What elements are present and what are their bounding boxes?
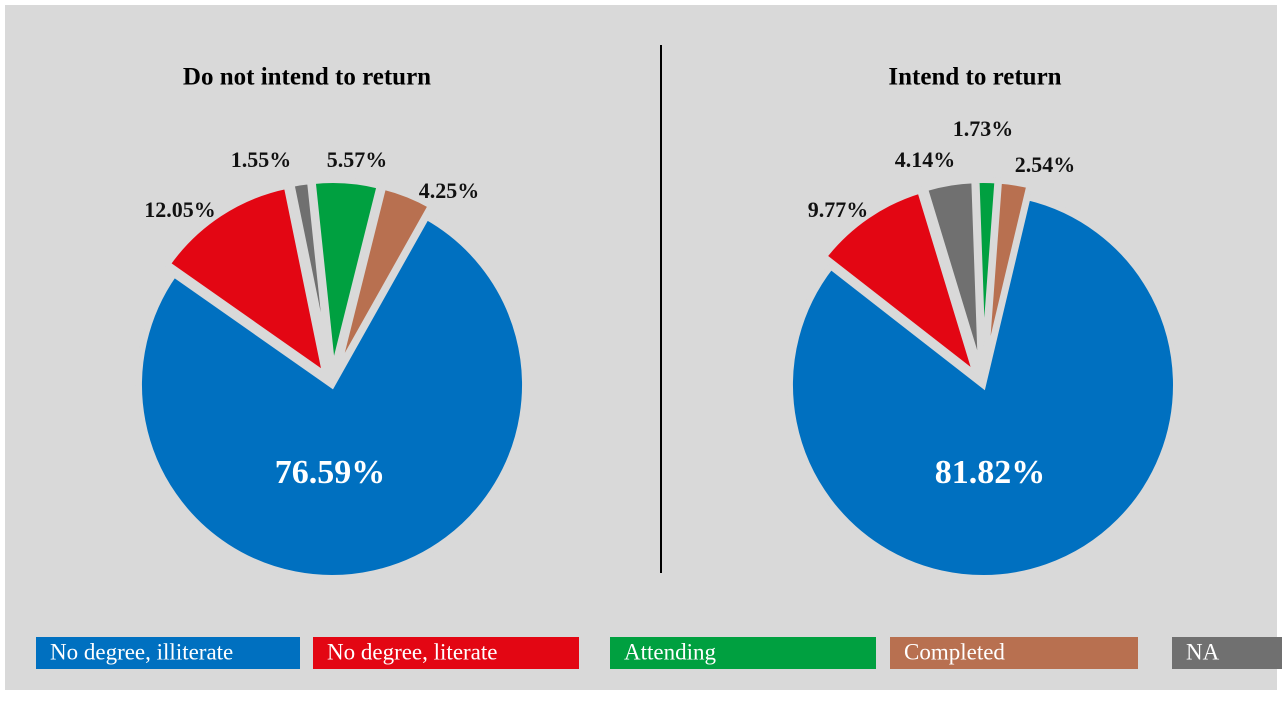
pie-slice <box>287 177 334 374</box>
pie-slice <box>921 177 985 375</box>
pie-slice <box>163 182 330 382</box>
data-label: 12.05% <box>144 197 216 222</box>
legend-swatch <box>36 637 300 669</box>
legend-label: Attending <box>624 639 716 664</box>
data-label: 76.59% <box>275 454 386 491</box>
pie-slice <box>333 182 436 376</box>
data-label: 81.82% <box>935 454 1046 491</box>
pie-slice <box>819 186 982 384</box>
chart-title: Do not intend to return <box>183 64 431 91</box>
pie-slice <box>136 212 528 581</box>
data-label: 4.14% <box>895 147 956 172</box>
legend-label: Completed <box>904 639 1005 664</box>
legend-label: No degree, literate <box>327 639 498 664</box>
legend-swatch <box>890 637 1138 669</box>
data-label: 5.57% <box>327 147 388 172</box>
legend-label: No degree, illiterate <box>50 639 233 664</box>
data-label: 4.25% <box>419 178 480 203</box>
data-label: 2.54% <box>1015 152 1076 177</box>
chart-title: Intend to return <box>888 64 1061 91</box>
pie-slice <box>787 193 1179 581</box>
legend-label: NA <box>1186 639 1220 664</box>
legend-swatch <box>610 637 876 669</box>
legend-swatch <box>1172 637 1282 669</box>
data-label: 1.55% <box>231 147 292 172</box>
data-label: 1.73% <box>953 116 1014 141</box>
data-label: 9.77% <box>808 197 869 222</box>
legend-swatch <box>313 637 579 669</box>
